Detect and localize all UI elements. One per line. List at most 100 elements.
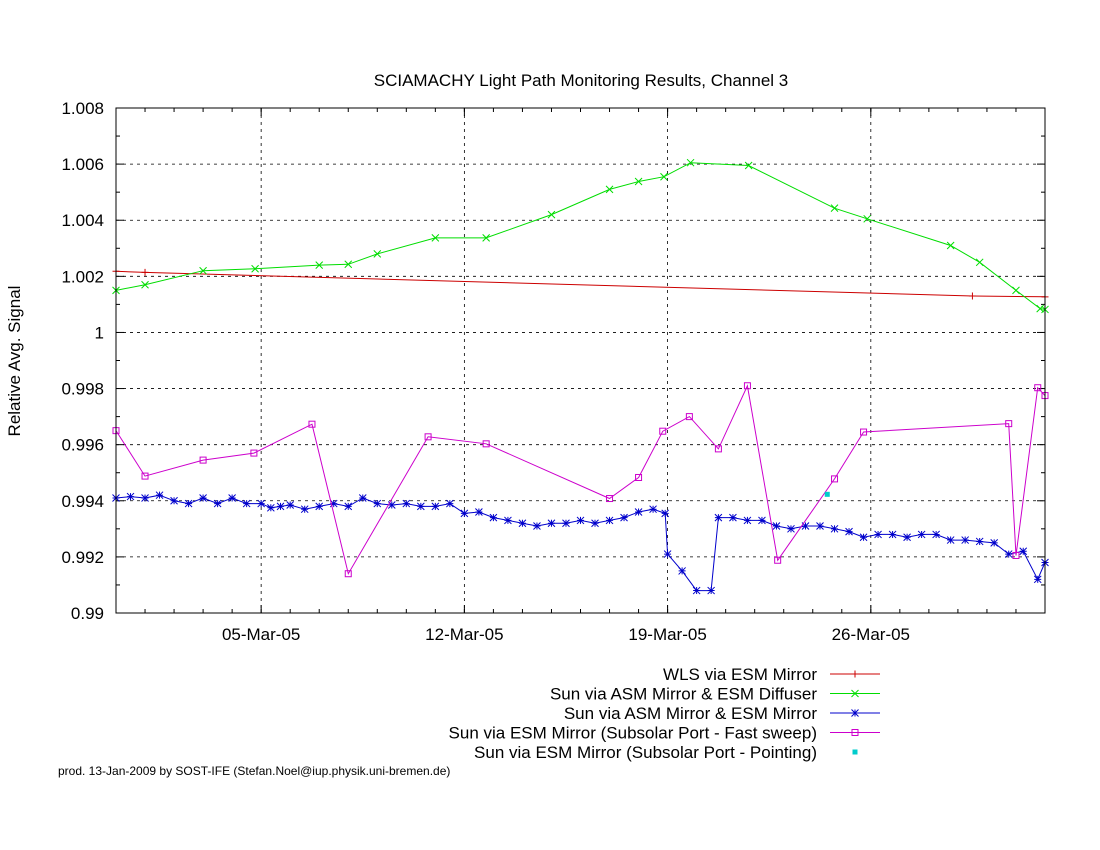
data-point-marker — [591, 519, 599, 528]
data-point-marker — [635, 473, 643, 481]
data-point-marker — [605, 185, 614, 194]
data-point-marker — [744, 161, 753, 170]
data-point-marker — [373, 250, 382, 258]
data-point-marker — [685, 413, 693, 421]
data-point-marker — [990, 539, 999, 547]
data-point-marker — [199, 456, 207, 464]
data-point-marker — [155, 491, 164, 500]
data-point-marker — [199, 266, 207, 275]
data-point-marker — [199, 494, 207, 502]
y-tick-label: 0.99 — [71, 604, 104, 623]
data-point-marker — [257, 499, 266, 508]
data-point-marker — [729, 513, 737, 522]
data-point-marker — [141, 494, 149, 502]
y-tick-label: 1 — [95, 323, 104, 342]
data-point-marker — [830, 204, 839, 213]
data-point-marker — [315, 261, 324, 269]
data-point-marker — [562, 519, 570, 528]
data-point-marker — [141, 472, 149, 480]
data-point-marker — [714, 513, 723, 522]
data-point-marker — [649, 505, 657, 514]
data-point-marker — [547, 519, 556, 528]
data-point-marker — [975, 258, 984, 267]
legend-label: Sun via ESM Mirror (Subsolar Port - Poin… — [474, 743, 817, 762]
data-point-marker — [475, 508, 483, 516]
data-point-marker — [1019, 547, 1028, 556]
data-point-marker — [961, 536, 970, 544]
data-point-marker — [787, 524, 795, 533]
data-point-marker — [344, 502, 353, 511]
data-point-marker — [605, 516, 614, 525]
data-point-marker — [315, 502, 324, 511]
y-tick-label: 1.002 — [61, 267, 104, 286]
data-point-marker — [888, 530, 897, 539]
data-point-marker — [533, 522, 541, 530]
data-point-marker — [344, 570, 352, 578]
data-point-marker — [851, 729, 859, 736]
series-4 — [112, 382, 1049, 578]
data-point-marker — [141, 268, 149, 276]
data-point-marker — [489, 513, 498, 522]
data-point-marker — [859, 533, 868, 542]
y-tick-label: 0.992 — [61, 548, 104, 567]
data-point-marker — [851, 689, 859, 698]
data-point-marker — [1005, 420, 1013, 428]
data-point-marker — [860, 428, 868, 436]
series-5 — [824, 491, 830, 497]
data-point-marker — [968, 292, 976, 300]
data-point-marker — [845, 527, 853, 536]
data-point-marker — [1034, 384, 1042, 392]
data-point-marker — [851, 670, 859, 678]
data-point-marker — [917, 530, 926, 539]
data-point-marker — [661, 509, 670, 518]
data-point-marker — [686, 158, 695, 167]
y-tick-label: 0.994 — [61, 492, 104, 511]
data-point-marker — [851, 709, 859, 717]
data-point-marker — [431, 234, 440, 242]
series-line — [115, 384, 1046, 576]
data-point-marker — [276, 502, 285, 511]
footer-credit: prod. 13-Jan-2009 by SOST-IFE (Stefan.No… — [58, 764, 451, 778]
data-point-marker — [1033, 575, 1042, 584]
data-point-marker — [663, 550, 672, 558]
data-point-marker — [547, 210, 556, 219]
data-point-marker — [251, 264, 259, 273]
y-tick-label: 1.008 — [61, 99, 104, 118]
data-point-marker — [946, 536, 955, 544]
grid-lines — [116, 108, 1045, 613]
data-point-marker — [692, 586, 701, 595]
data-point-marker — [126, 492, 135, 501]
data-point-marker — [460, 509, 469, 518]
x-tick-label: 19-Mar-05 — [628, 625, 706, 644]
series-3 — [112, 491, 1049, 595]
data-point-marker — [228, 494, 236, 502]
y-tick-label: 0.996 — [61, 436, 104, 455]
plot-series — [112, 158, 1049, 595]
data-point-marker — [213, 499, 222, 508]
series-line — [115, 494, 1046, 592]
data-point-marker — [903, 533, 911, 542]
data-point-marker — [830, 524, 839, 533]
data-point-marker — [801, 522, 810, 530]
data-point-marker — [1012, 551, 1020, 559]
data-point-marker — [482, 440, 490, 448]
y-tick-label: 1.006 — [61, 155, 104, 174]
x-tick-label: 05-Mar-05 — [222, 625, 300, 644]
data-point-marker — [329, 499, 338, 508]
data-point-marker — [482, 234, 491, 242]
legend-label: Sun via ESM Mirror (Subsolar Port - Fast… — [449, 724, 817, 743]
data-point-marker — [416, 502, 425, 511]
legend-label: Sun via ASM Mirror & ESM Mirror — [564, 704, 817, 723]
data-point-marker — [344, 260, 353, 269]
data-point-marker — [141, 280, 149, 289]
series-1 — [112, 267, 1049, 301]
data-point-marker — [831, 475, 839, 483]
series-line — [115, 270, 1046, 298]
data-point-marker — [373, 499, 382, 508]
y-axis-label: Relative Avg. Signal — [5, 286, 24, 437]
data-point-marker — [946, 241, 955, 250]
data-point-marker — [874, 530, 882, 539]
data-point-marker — [774, 556, 782, 564]
data-point-marker — [660, 172, 668, 181]
